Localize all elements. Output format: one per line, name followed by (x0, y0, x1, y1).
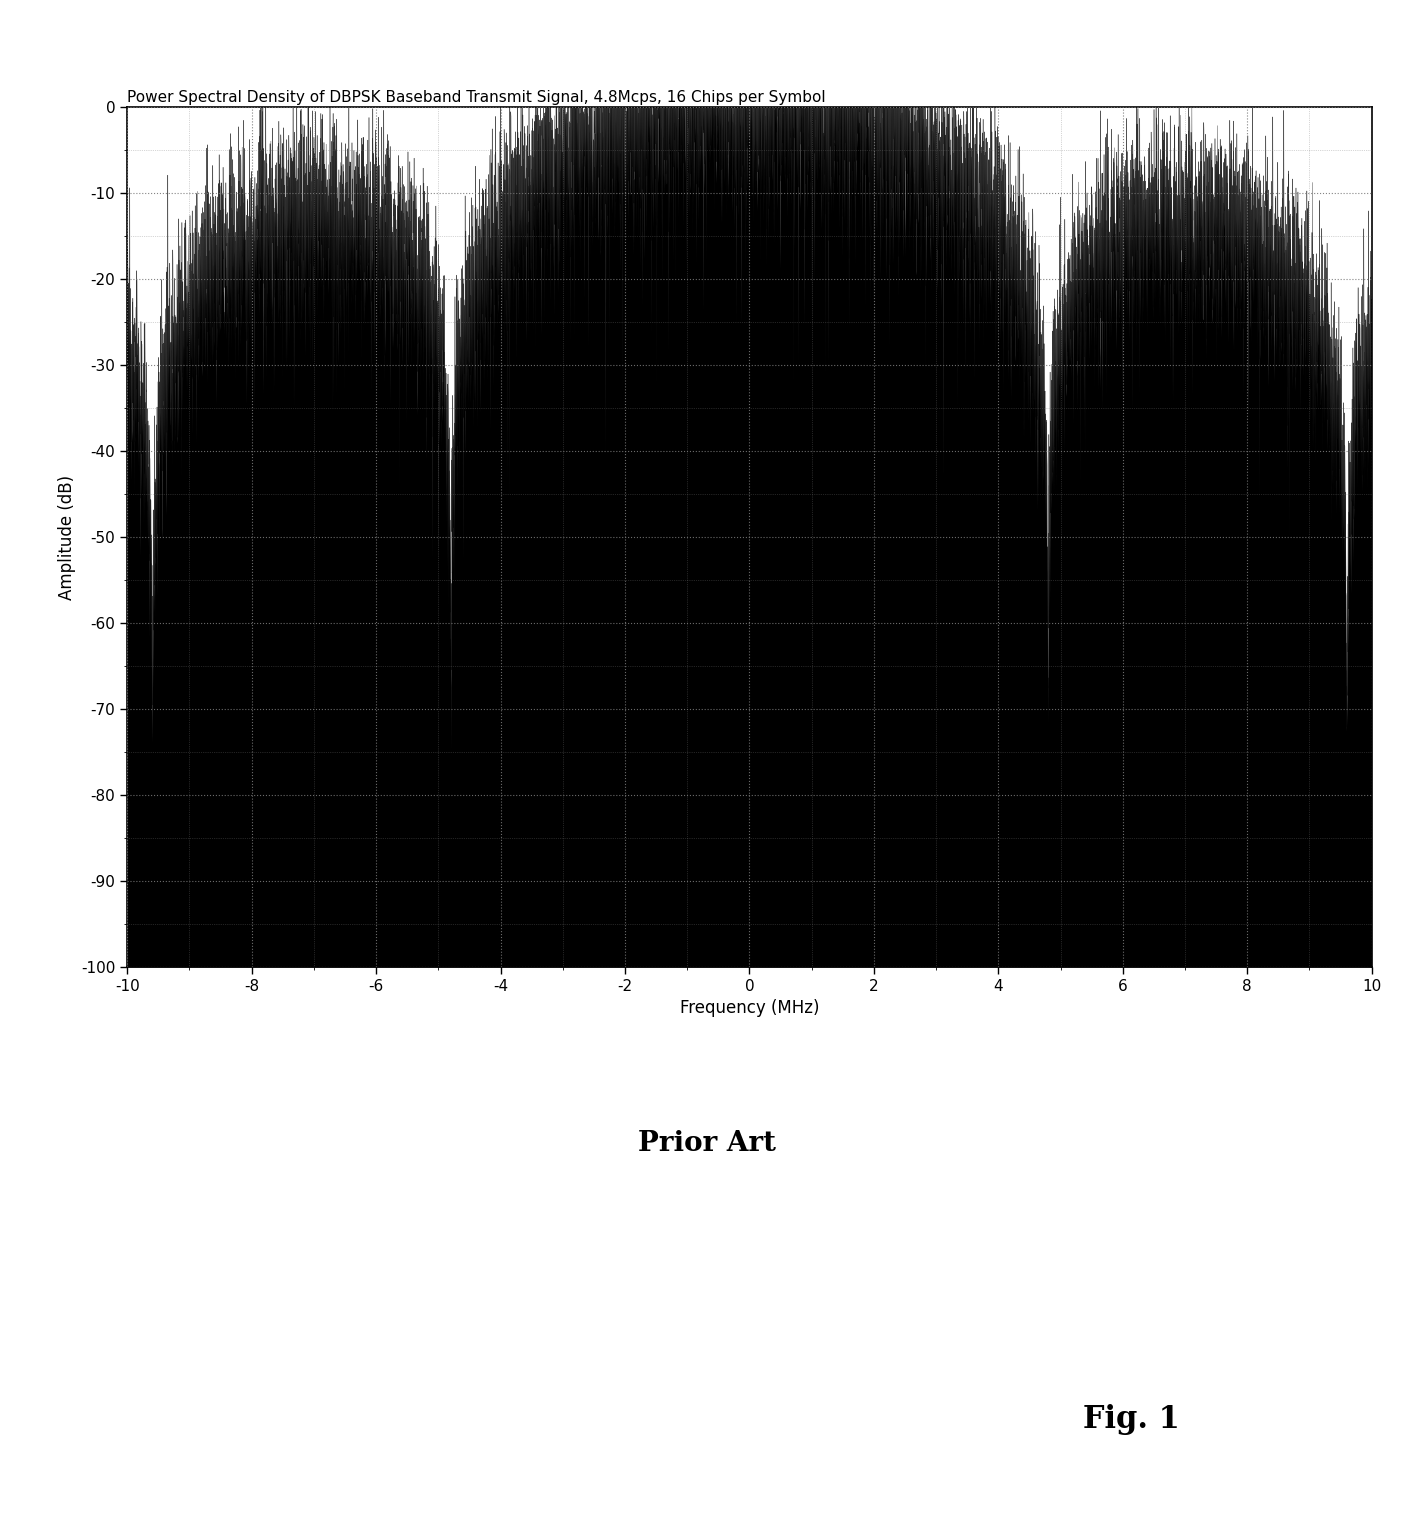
Text: Fig. 1: Fig. 1 (1083, 1405, 1179, 1435)
X-axis label: Frequency (MHz): Frequency (MHz) (680, 999, 819, 1018)
Text: Power Spectral Density of DBPSK Baseband Transmit Signal, 4.8Mcps, 16 Chips per : Power Spectral Density of DBPSK Baseband… (127, 91, 826, 104)
Y-axis label: Amplitude (dB): Amplitude (dB) (58, 474, 75, 600)
Text: Prior Art: Prior Art (638, 1130, 776, 1157)
